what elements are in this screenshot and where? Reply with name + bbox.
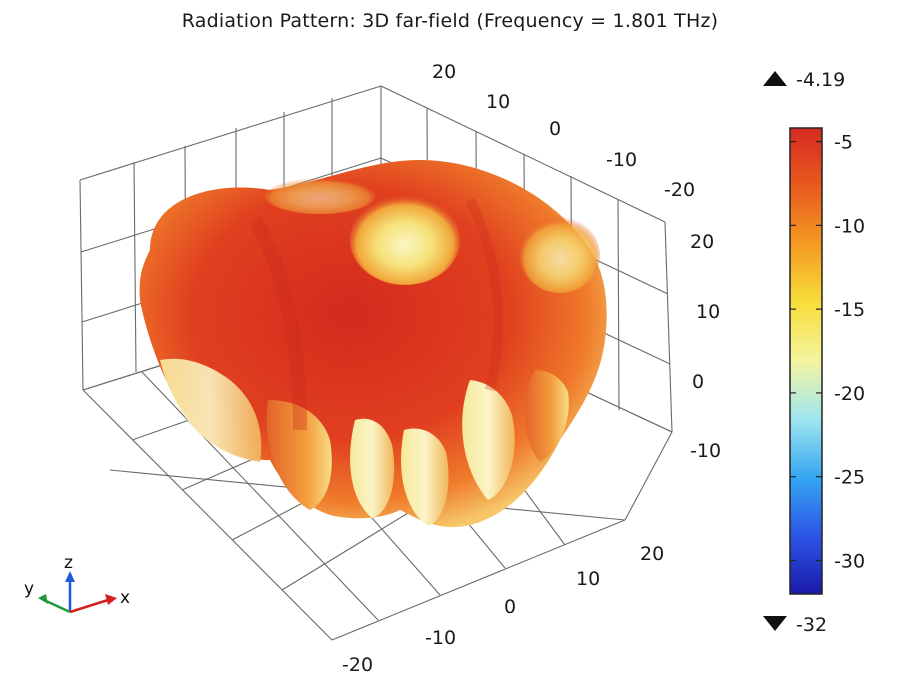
y-tick-label: -10 [606,149,637,171]
x-tick-label: 0 [504,596,516,618]
colorbar-tick-label: -25 [834,467,865,489]
x-tick-label: 10 [576,568,600,590]
y-tick-label: 20 [432,61,456,83]
x-tick-label: -10 [425,627,456,649]
y-tick-label: -20 [664,179,695,201]
colorbar-max-label: -4.19 [796,69,845,91]
colorbar: -5 -10 -15 -20 -25 -30 -4.19 -32 [763,69,865,636]
z-tick-label: 20 [690,231,714,253]
triad-x-arrow-icon [105,594,117,605]
triad-y-arrow-icon [38,594,48,604]
y-tick-label: 0 [549,118,561,140]
x-axis-ticks: -20 -10 0 10 20 [342,543,664,676]
colorbar-tick-label: -15 [834,299,865,321]
z-tick-label: 0 [692,371,704,393]
colorbar-min-marker-icon [763,616,787,631]
colorbar-gradient [789,127,823,595]
colorbar-tick-label: -5 [834,132,853,154]
colorbar-min-label: -32 [796,614,827,636]
triad-z-label: z [64,553,73,573]
chart-title: Radiation Pattern: 3D far-field (Frequen… [181,10,719,32]
axis-triad: z x y [24,553,130,614]
y-tick-label: 10 [486,91,510,113]
colorbar-ticks: -5 -10 -15 -20 -25 -30 [790,132,865,572]
triad-x-axis [69,598,109,614]
triad-y-label: y [24,579,34,599]
triad-x-label: x [120,588,130,608]
triad-y-axis [43,598,71,614]
z-tick-label: 10 [696,301,720,323]
x-tick-label: -20 [342,654,373,676]
colorbar-tick-label: -10 [834,215,865,237]
colorbar-tick-label: -20 [834,383,865,405]
z-axis-ticks: 20 10 0 -10 [690,231,721,462]
colorbar-max-marker-icon [763,71,787,86]
far-field-surface [139,160,607,528]
colorbar-tick-label: -30 [834,550,865,572]
y-axis-ticks: 20 10 0 -10 -20 [432,61,695,201]
x-tick-label: 20 [640,543,664,565]
z-tick-label: -10 [690,440,721,462]
triad-z-arrow-icon [65,571,75,582]
